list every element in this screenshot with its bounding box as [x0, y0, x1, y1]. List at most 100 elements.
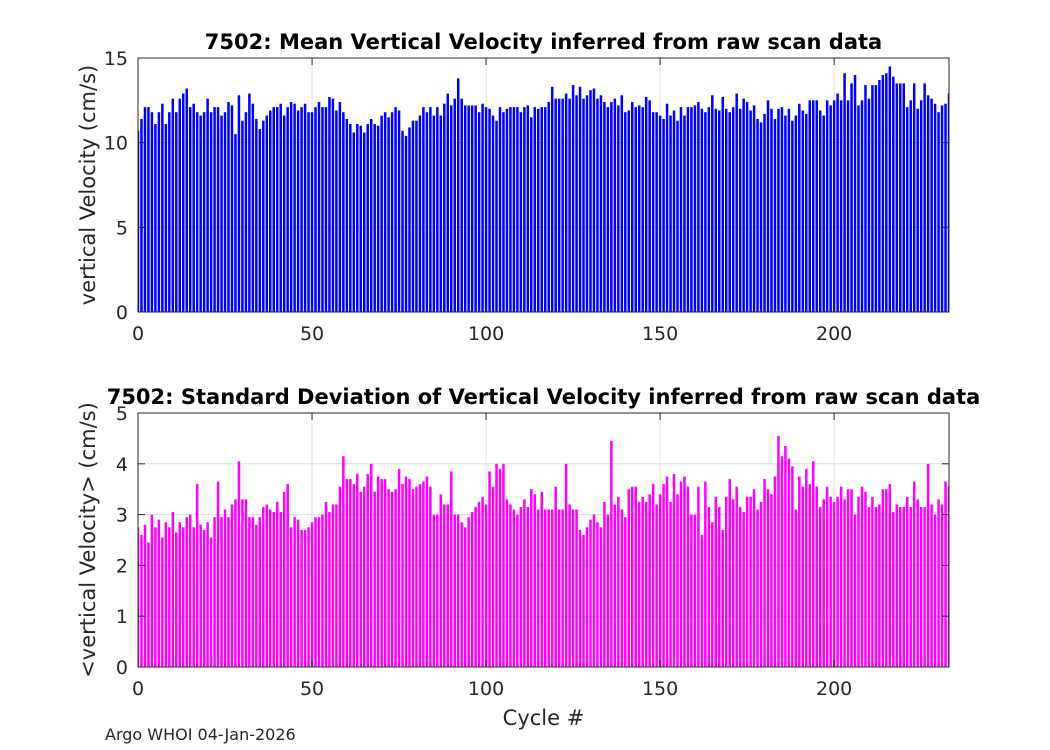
chart-1-bar	[338, 486, 342, 667]
chart-0-bar	[881, 74, 885, 312]
chart-0-bar	[895, 83, 899, 313]
chart-0-bar	[707, 107, 711, 313]
chart-0-bar	[470, 105, 474, 312]
chart-1-bar	[262, 506, 265, 667]
chart-1-bar	[293, 517, 296, 667]
chart-0-bar	[526, 105, 530, 312]
chart-0-bar	[679, 107, 683, 313]
chart-1-bar	[839, 486, 843, 667]
chart-1-bar	[881, 489, 885, 667]
chart-0-bar	[651, 112, 655, 312]
chart-1-bar	[603, 501, 606, 667]
chart-1-bar	[279, 512, 282, 667]
chart-0-bar	[822, 115, 825, 312]
footer-credit: Argo WHOI 04-Jan-2026	[105, 725, 296, 744]
chart-1-bar	[683, 476, 686, 667]
chart-1-bar	[575, 509, 578, 667]
chart-0-bar	[937, 112, 940, 312]
chart-1-bar	[658, 494, 662, 667]
chart-0-bar	[791, 120, 794, 312]
chart-1-bar	[495, 463, 498, 667]
chart-0-bar	[251, 103, 255, 312]
chart-0-bar	[940, 105, 944, 312]
chart-0-bar	[683, 115, 686, 312]
chart-0-bar	[697, 102, 700, 312]
chart-0-bar	[394, 107, 397, 313]
chart-0-bar	[265, 115, 269, 312]
chart-0-bar	[537, 108, 540, 312]
chart-0-bar	[161, 103, 164, 312]
chart-1-bar	[223, 509, 227, 667]
chart-0-bar	[185, 88, 188, 312]
chart-0-bar	[456, 78, 460, 312]
chart-1-bar	[178, 522, 182, 667]
chart-0-bar	[704, 112, 707, 312]
chart-1-bar	[460, 522, 463, 667]
chart-0-bar	[279, 103, 282, 312]
chart-0-bar	[912, 83, 916, 313]
chart-0-bar	[509, 107, 512, 313]
chart-1-bar	[888, 484, 892, 667]
chart-1-bar	[557, 509, 561, 667]
chart-1-bar	[244, 499, 248, 667]
chart-1-bar	[745, 496, 749, 667]
chart-0-bar	[878, 80, 881, 312]
chart-0-bar	[846, 100, 850, 312]
chart-0-bar	[815, 100, 818, 312]
chart-1-bar	[676, 494, 679, 667]
chart-1-bar	[909, 506, 912, 667]
chart-1-bar	[230, 504, 234, 667]
chart-1-bar	[181, 527, 185, 667]
chart-0-bar	[220, 115, 223, 312]
chart-0-bar	[763, 113, 766, 312]
chart-0-bar	[585, 95, 589, 313]
chart-1-bar	[554, 486, 557, 667]
chart-0-bar	[255, 118, 258, 313]
chart-0-bar	[557, 98, 561, 312]
chart-1-bar	[171, 512, 175, 667]
chart-0-bar	[293, 103, 296, 312]
chart-1-bar	[282, 491, 286, 667]
chart-0-bar	[864, 85, 867, 313]
chart-0-bar	[516, 107, 519, 313]
chart-0-bar	[289, 102, 293, 312]
chart-0-bar	[794, 115, 798, 312]
chart-1-bar	[498, 468, 502, 667]
chart-1-bar	[860, 486, 864, 667]
chart-1-bar	[248, 517, 251, 667]
chart-0-bar	[944, 103, 947, 312]
chart-1-bar	[561, 509, 564, 667]
chart-1-bar	[467, 517, 470, 667]
chart-1-bar	[533, 494, 537, 667]
chart-1-bar	[265, 504, 269, 667]
chart-0-bar	[390, 112, 394, 312]
chart-0-bar	[759, 122, 763, 312]
chart-0-bar	[836, 93, 839, 312]
chart-1-bar	[617, 496, 620, 667]
chart-0-bar	[213, 107, 216, 313]
chart-1-bar	[345, 479, 349, 667]
chart-0-bar	[498, 107, 502, 313]
chart-0-bar	[554, 98, 557, 312]
chart-1-bar	[474, 506, 477, 667]
chart-0-bar	[150, 112, 154, 312]
chart-0-bar	[926, 95, 930, 313]
chart-0-bar	[860, 100, 864, 312]
chart-0-bar	[356, 124, 359, 312]
chart-1-bar	[237, 461, 241, 667]
chart-0-bar	[477, 112, 481, 312]
chart-1-bar	[818, 506, 822, 667]
chart-0-bar	[617, 105, 620, 312]
chart-1-y-tick-label: 3	[116, 505, 128, 527]
chart-0-bar	[415, 120, 418, 312]
chart-0-bar	[244, 112, 248, 312]
chart-1-bar	[470, 512, 474, 667]
chart-0-bar	[376, 125, 380, 312]
chart-0-bar	[599, 95, 603, 313]
chart-0-bar	[728, 112, 731, 312]
chart-1-bar	[564, 463, 568, 667]
chart-0-bar	[686, 107, 690, 313]
chart-1-bar	[829, 496, 832, 667]
chart-0-bar	[300, 107, 303, 313]
chart-1-x-axis-label: Cycle #	[503, 706, 585, 730]
